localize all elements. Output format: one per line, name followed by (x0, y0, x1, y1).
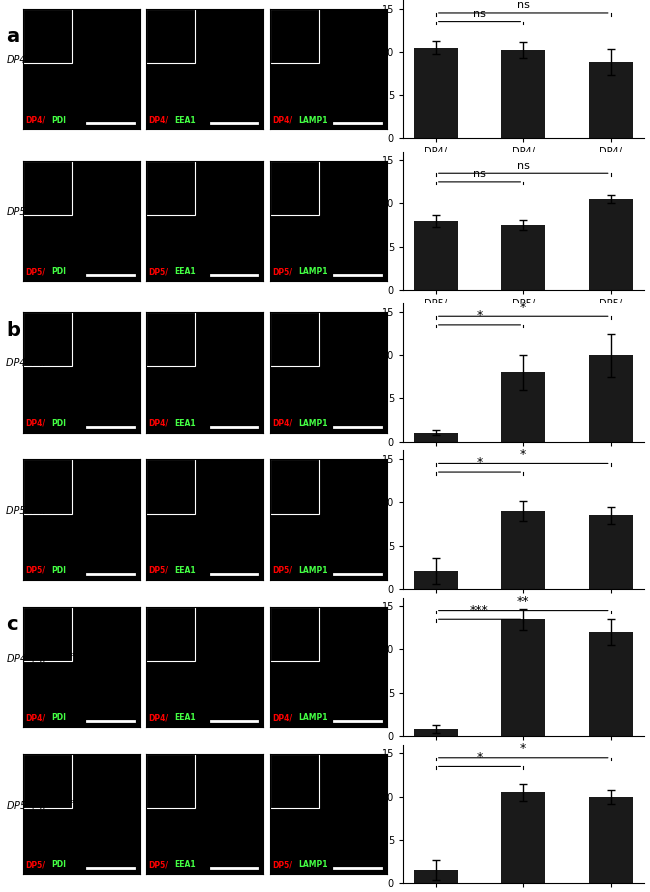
Bar (589, 632, 632, 736)
Y-axis label: Number of
co-localized spots: Number of co-localized spots (358, 624, 379, 710)
Bar (414, 220, 458, 290)
Text: DP4/: DP4/ (272, 714, 292, 723)
Bar (414, 729, 458, 736)
Text: DP5/: DP5/ (25, 566, 45, 575)
Bar (414, 47, 458, 138)
Text: DP4: DP4 (6, 55, 26, 65)
Text: DP5/: DP5/ (149, 566, 168, 575)
Bar (501, 225, 545, 290)
Text: DP5: DP5 (6, 207, 26, 217)
Text: PDI: PDI (51, 116, 66, 125)
Text: DP5/: DP5/ (149, 268, 168, 277)
Text: DP4/: DP4/ (25, 419, 46, 428)
Text: **: ** (517, 595, 530, 608)
Text: EEA1: EEA1 (174, 714, 196, 723)
Text: b: b (6, 321, 20, 340)
Text: EEA1: EEA1 (174, 419, 196, 428)
Text: *: * (476, 457, 483, 469)
Y-axis label: Number of
co-localized spots: Number of co-localized spots (358, 771, 379, 857)
Text: EEA1: EEA1 (174, 268, 196, 277)
Text: a: a (6, 27, 20, 45)
Text: PDI: PDI (51, 268, 66, 277)
Text: LAMP1: LAMP1 (298, 566, 328, 575)
Text: EEA1: EEA1 (174, 861, 196, 870)
Y-axis label: Number of
co-localized spots: Number of co-localized spots (358, 476, 379, 563)
Text: LAMP1: LAMP1 (298, 116, 328, 125)
Text: *: * (520, 448, 526, 461)
Text: DP5/: DP5/ (25, 861, 45, 870)
Text: PDI: PDI (51, 566, 66, 575)
Text: DP4/: DP4/ (25, 714, 46, 723)
Text: DP5/: DP5/ (149, 861, 168, 870)
Y-axis label: Number of
co-localized spots: Number of co-localized spots (358, 329, 379, 416)
Text: DP4/: DP4/ (272, 419, 292, 428)
Bar (589, 355, 632, 442)
Text: c: c (6, 615, 18, 634)
Text: DP5/: DP5/ (272, 268, 292, 277)
Text: DP4/: DP4/ (149, 116, 169, 125)
Text: DP4/: DP4/ (272, 116, 292, 125)
Text: *: * (520, 742, 526, 756)
Bar (589, 516, 632, 589)
Bar (414, 572, 458, 589)
Bar (501, 50, 545, 138)
Text: LAMP1: LAMP1 (298, 714, 328, 723)
Text: LAMP1: LAMP1 (298, 419, 328, 428)
Bar (589, 62, 632, 138)
Text: EEA1: EEA1 (174, 566, 196, 575)
Text: EEA1: EEA1 (174, 116, 196, 125)
Text: PDI: PDI (51, 861, 66, 870)
Text: ***: *** (470, 604, 489, 616)
Text: DP4 + Ii: DP4 + Ii (6, 359, 46, 368)
Text: DP4/: DP4/ (149, 419, 169, 428)
Bar (501, 511, 545, 589)
Text: DP5/: DP5/ (272, 861, 292, 870)
Text: DP5/: DP5/ (25, 268, 45, 277)
Bar (589, 199, 632, 290)
Bar (414, 870, 458, 883)
Text: PDI: PDI (51, 714, 66, 723)
Text: DP4/: DP4/ (149, 714, 169, 723)
Text: DP5 + Ii$^{R-CLIP}$: DP5 + Ii$^{R-CLIP}$ (6, 798, 76, 812)
Text: ns: ns (517, 0, 530, 11)
Text: DP4 + Ii$^{R-CLIP}$: DP4 + Ii$^{R-CLIP}$ (6, 651, 76, 665)
Text: DP4/: DP4/ (25, 116, 46, 125)
Text: DP5/: DP5/ (272, 566, 292, 575)
Text: PDI: PDI (51, 419, 66, 428)
Bar (589, 797, 632, 883)
Bar (501, 792, 545, 883)
Text: LAMP1: LAMP1 (298, 861, 328, 870)
Bar (501, 619, 545, 736)
Text: *: * (476, 310, 483, 322)
Bar (501, 373, 545, 442)
Text: DP5 + Ii: DP5 + Ii (6, 506, 46, 516)
Y-axis label: Number of
co-localized spots: Number of co-localized spots (358, 178, 379, 264)
Text: *: * (476, 751, 483, 764)
Bar (414, 433, 458, 442)
Text: LAMP1: LAMP1 (298, 268, 328, 277)
Text: ns: ns (517, 161, 530, 170)
Y-axis label: Number of
co-localized spots: Number of co-localized spots (358, 26, 379, 112)
Text: ns: ns (473, 169, 486, 179)
Text: ns: ns (473, 9, 486, 19)
Text: *: * (520, 301, 526, 314)
